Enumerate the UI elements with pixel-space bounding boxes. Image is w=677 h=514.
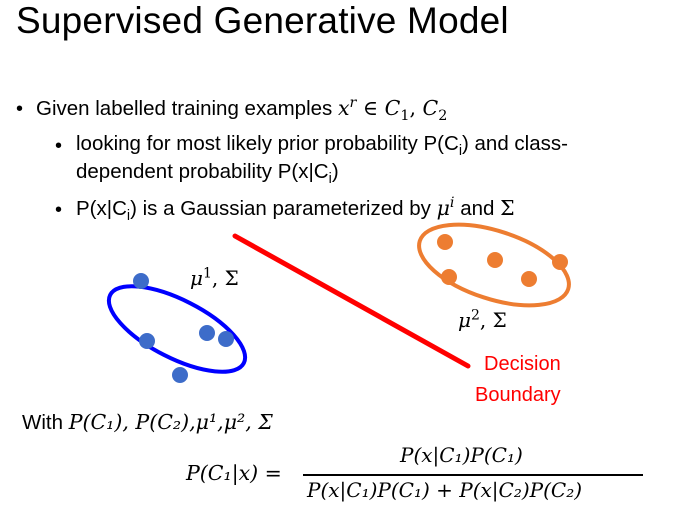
bullet-2-text-c: dependent probability P(x|C	[76, 160, 329, 183]
bullet-3-sigma: Σ	[500, 196, 515, 220]
bullet-dot: •	[55, 199, 63, 221]
class-2-point	[552, 254, 568, 270]
bullet-dot: •	[55, 135, 63, 157]
bullet-3: P(x|Ci) is a Gaussian parameterized by μ…	[76, 195, 515, 225]
decision-boundary-label-2: Boundary	[475, 384, 561, 406]
decision-boundary-label-1: Decision	[484, 353, 561, 375]
class-2-point	[487, 252, 503, 268]
bullet-3-mu: μ	[436, 196, 450, 220]
with-line: With P(C₁), P(C₂),μ¹,μ², Σ	[22, 410, 273, 435]
class-2-sigma: , Σ	[479, 308, 507, 332]
formula-lhs: P(C₁|x) =	[186, 461, 282, 485]
bullet-2-sub: i	[458, 143, 462, 160]
bullet-2-line-1: looking for most likely prior probabilit…	[76, 132, 568, 160]
class-1-label: μ1, Σ	[190, 266, 239, 291]
class-1-point	[133, 273, 149, 289]
bullet-1-sub2: 2	[438, 108, 448, 125]
class-1-ellipse	[106, 284, 248, 374]
with-prefix: With	[22, 411, 69, 434]
bullet-3-sup: i	[449, 195, 455, 212]
formula-numerator: P(x|C₁)P(C₁)	[400, 443, 523, 467]
formula-denominator: P(x|C₁)P(C₁) + P(x|C₂)P(C₂)	[307, 478, 583, 502]
bullet-1-c2: C	[422, 96, 439, 120]
bullet-2-text-b: ) and class-	[462, 132, 568, 155]
class-2-label: μ2, Σ	[458, 308, 507, 333]
class-2-mu: μ	[458, 308, 471, 332]
class-1-mu: μ	[190, 266, 203, 290]
class-2-sup: 2	[471, 307, 480, 324]
bullet-1-sub1: 1	[400, 108, 410, 125]
bullet-3-text-a: P(x|C	[76, 197, 127, 220]
bullet-1-text: Given labelled training examples	[36, 97, 333, 120]
bullet-2-text-a: looking for most likely prior probabilit…	[76, 132, 459, 155]
formula-fraction-bar	[303, 474, 643, 476]
decision-boundary-line	[232, 233, 471, 369]
bullet-1-in: ∈	[356, 96, 385, 120]
bullet-1: Given labelled training examples xr ∈ C1…	[36, 95, 448, 125]
class-1-point	[139, 333, 155, 349]
class-2-point	[437, 234, 453, 250]
class-1-point	[199, 325, 215, 341]
slide-title: Supervised Generative Model	[16, 0, 509, 41]
bullet-1-comma: ,	[409, 96, 423, 120]
bullet-2-line-2: dependent probability P(x|Ci)	[76, 160, 339, 188]
class-1-point	[218, 331, 234, 347]
bullet-3-sub: i	[126, 208, 131, 225]
bullet-3-and: and	[454, 197, 501, 220]
class-1-sup: 1	[203, 265, 212, 282]
class-1-sigma: , Σ	[211, 266, 239, 290]
class-1-point	[172, 367, 188, 383]
class-2-point	[521, 271, 537, 287]
bullet-3-text-b: ) is a Gaussian parameterized by	[130, 197, 437, 220]
bullet-2-sub-2: i	[328, 171, 332, 188]
bullet-1-x: x	[337, 96, 350, 120]
bullet-2-text-d: )	[331, 160, 339, 183]
class-2-ellipse	[417, 222, 571, 308]
bullet-1-sup: r	[349, 95, 357, 112]
class-2-point	[441, 269, 457, 285]
bullet-dot: •	[16, 98, 24, 120]
bullet-1-c1: C	[384, 96, 401, 120]
with-expr: P(C₁), P(C₂),μ¹,μ², Σ	[68, 410, 273, 434]
